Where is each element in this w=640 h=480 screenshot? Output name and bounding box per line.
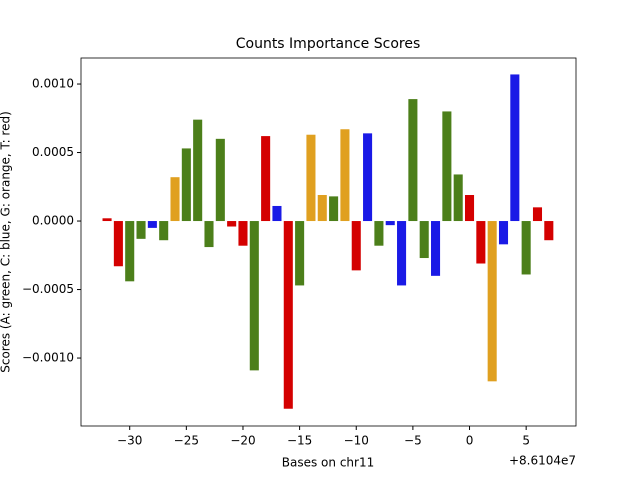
bar — [204, 221, 214, 248]
bar — [340, 129, 350, 222]
bar — [295, 221, 305, 286]
bar — [238, 221, 248, 246]
bar — [464, 195, 475, 222]
y-tick-label: 0.0005 — [32, 145, 74, 159]
bar — [147, 221, 157, 228]
bar — [487, 221, 497, 382]
bar — [351, 221, 361, 271]
bar — [442, 111, 452, 222]
plot-frame — [80, 57, 577, 427]
bar — [125, 221, 135, 282]
bar — [193, 119, 203, 222]
bar — [498, 221, 509, 245]
bar — [181, 148, 191, 222]
bar — [113, 221, 123, 267]
bar — [385, 221, 395, 226]
bar — [102, 218, 112, 222]
bar — [532, 207, 543, 222]
x-tick-label: 0 — [466, 434, 474, 448]
bar — [419, 221, 429, 259]
y-axis-label: Scores (A: green, C: blue, G: orange, T:… — [0, 111, 13, 373]
bar — [317, 195, 327, 222]
bar — [136, 221, 146, 239]
bar — [306, 134, 316, 222]
x-tick-label: −25 — [174, 434, 199, 448]
bar — [283, 221, 293, 409]
y-tick-label: 0.0000 — [32, 214, 74, 228]
x-tick-label: −5 — [404, 434, 422, 448]
bar — [544, 221, 554, 241]
bar — [329, 196, 339, 222]
bar — [510, 74, 520, 222]
bar — [272, 205, 282, 222]
y-tick-label: 0.0010 — [32, 77, 74, 91]
bar — [363, 133, 373, 222]
y-tick-label: −0.0010 — [22, 351, 74, 365]
chart-title: Counts Importance Scores — [236, 36, 421, 52]
bar — [408, 99, 418, 222]
bar — [374, 221, 384, 246]
x-axis-label: Bases on chr11 — [282, 456, 374, 470]
bar — [215, 138, 225, 222]
bar — [431, 221, 441, 276]
bar — [453, 174, 463, 222]
bar — [397, 221, 407, 286]
bar — [476, 221, 486, 264]
bar — [227, 221, 237, 227]
y-tick-label: −0.0005 — [22, 282, 74, 296]
bar — [521, 221, 531, 275]
bar — [170, 177, 180, 222]
x-offset-label: +8.6104e7 — [509, 454, 576, 468]
x-tick-label: −30 — [117, 434, 142, 448]
x-tick-label: 5 — [522, 434, 530, 448]
x-tick-label: −15 — [287, 434, 312, 448]
bar — [249, 221, 259, 371]
bar — [261, 136, 271, 222]
bar — [159, 221, 169, 241]
x-tick-label: −20 — [230, 434, 255, 448]
x-tick-label: −10 — [344, 434, 369, 448]
